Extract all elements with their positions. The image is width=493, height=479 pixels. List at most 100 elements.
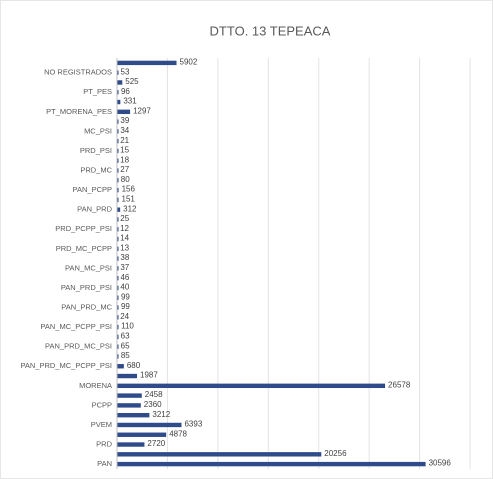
value-label: 63	[121, 332, 130, 341]
bar	[117, 207, 121, 212]
value-label: 14	[120, 234, 129, 243]
bar	[117, 158, 119, 163]
y-tick-label: PT_PES	[83, 87, 112, 96]
bar	[117, 80, 123, 85]
value-label: 65	[121, 341, 130, 350]
value-label: 99	[121, 292, 130, 301]
bar	[117, 383, 386, 389]
value-label: 331	[123, 97, 137, 106]
bar	[117, 266, 119, 271]
value-label: 80	[121, 175, 130, 184]
y-tick-label: PRD_PSI	[80, 146, 112, 155]
bar	[117, 148, 119, 154]
y-tick-label: PAN_PRD_MC_PSI	[45, 342, 112, 351]
y-tick-label: PAN_MC_PSI	[65, 263, 112, 272]
bar	[117, 432, 167, 437]
value-label: 15	[120, 146, 129, 155]
value-label: 53	[121, 67, 130, 76]
chart-title: DTTO. 13 TEPEACA	[210, 23, 331, 38]
bar	[117, 452, 322, 457]
y-tick-label: MORENA	[79, 381, 112, 390]
bar	[117, 138, 119, 144]
value-label: 39	[120, 116, 129, 125]
bar	[117, 119, 119, 124]
y-tick-label: PAN_MC_PCPP_PSI	[40, 322, 112, 331]
y-tick-label: PRD_MC	[80, 166, 112, 175]
value-label: 6393	[184, 420, 202, 429]
value-label: 5902	[180, 58, 198, 67]
bar	[117, 422, 182, 428]
y-tick-label: PCPP	[92, 400, 112, 409]
bar	[117, 236, 119, 242]
y-tick-label: PAN_PRD	[77, 205, 112, 214]
y-tick-label: PRD	[96, 440, 112, 449]
value-label: 34	[120, 126, 129, 135]
y-tick-label: PVEM	[91, 420, 112, 429]
value-label: 4878	[169, 429, 187, 438]
bar	[117, 109, 131, 115]
bar	[117, 315, 119, 320]
value-label: 13	[120, 243, 129, 252]
bar	[117, 364, 124, 369]
value-label: 26578	[388, 380, 411, 389]
bar	[117, 403, 141, 408]
bar	[117, 442, 145, 447]
value-label: 24	[120, 312, 129, 321]
value-label: 110	[121, 322, 134, 331]
bar	[117, 60, 177, 66]
bar	[117, 227, 119, 232]
value-label: 151	[122, 195, 136, 204]
bar	[117, 99, 121, 105]
value-label: 21	[120, 136, 129, 145]
value-label: 85	[121, 351, 130, 360]
value-label: 46	[120, 273, 129, 282]
bar	[117, 285, 119, 291]
bar	[117, 324, 119, 330]
bar	[117, 275, 119, 281]
y-tick-label: NO REGISTRADOS	[44, 68, 112, 77]
bar	[117, 373, 138, 379]
value-label: 18	[120, 155, 129, 164]
value-label: 312	[123, 204, 137, 213]
bar	[117, 246, 119, 252]
value-label: 1297	[133, 106, 151, 115]
value-label: 37	[120, 263, 129, 272]
value-label: 525	[125, 77, 139, 86]
value-label: 680	[127, 361, 141, 370]
value-label: 1987	[140, 371, 158, 380]
bar	[117, 295, 119, 300]
value-label: 99	[121, 302, 130, 311]
y-tick-label: PRD_PCPP_PSI	[55, 224, 112, 233]
y-tick-label: PAN_PRD_PSI	[61, 283, 112, 292]
value-label: 2720	[147, 439, 165, 448]
bar	[117, 168, 119, 173]
y-tick-label: MC_PSI	[84, 126, 112, 135]
bar	[117, 344, 119, 349]
y-tick-label: PT_MORENA_PES	[46, 107, 112, 116]
value-label: 25	[120, 214, 129, 223]
value-label: 3212	[152, 410, 170, 419]
bar	[117, 187, 119, 193]
value-label: 20256	[324, 449, 347, 458]
value-label: 38	[120, 253, 129, 262]
value-label: 27	[120, 165, 129, 174]
bar	[117, 334, 119, 340]
bar	[117, 305, 119, 310]
bar	[117, 129, 119, 134]
bar	[117, 178, 119, 183]
y-tick-label: PRD_MC_PCPP	[56, 244, 112, 253]
bar	[117, 197, 119, 203]
bar	[117, 393, 142, 398]
y-tick-label: PAN_PRD_MC_PCPP_PSI	[20, 361, 112, 370]
bar	[117, 70, 119, 75]
bar	[117, 217, 119, 222]
bar	[117, 256, 119, 261]
y-tick-label: PAN_PCPP	[73, 185, 112, 194]
bar	[117, 461, 426, 467]
y-tick-label: PAN_PRD_MC	[61, 303, 112, 312]
bar	[117, 90, 119, 95]
value-label: 30596	[429, 459, 452, 468]
value-label: 156	[122, 185, 136, 194]
